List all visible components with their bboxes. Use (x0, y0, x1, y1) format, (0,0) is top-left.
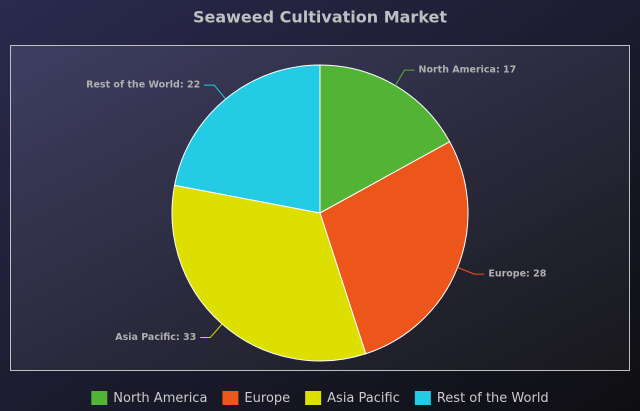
pie: North America: 17 Europe: 28 Asia Pacific:… (86, 64, 547, 362)
legend-item: Asia Pacific (305, 391, 400, 406)
legend-label: Asia Pacific (327, 391, 400, 406)
legend-swatch (414, 391, 431, 405)
connector (457, 267, 485, 275)
pie-slice (319, 141, 469, 355)
data-label: Rest of the World: 22 (86, 80, 200, 91)
legend-label: Europe (244, 391, 290, 406)
data-label: Europe: 28 (488, 269, 546, 280)
legend-swatch (222, 391, 239, 405)
legend-item: North America (91, 391, 207, 406)
pie-slice (171, 184, 367, 362)
connector (204, 84, 227, 100)
pie-slice (319, 64, 451, 214)
legend-label: North America (113, 391, 207, 406)
legend: North America Europe Asia Pacific Rest of t… (91, 391, 549, 406)
connector (394, 69, 415, 86)
legend-swatch (305, 391, 322, 405)
legend-swatch (91, 391, 108, 405)
legend-item: Rest of the World (414, 391, 549, 406)
pie-slice (174, 64, 321, 214)
legend-item: Europe (222, 391, 290, 406)
legend-label: Rest of the World (437, 391, 549, 406)
chart-title: Seaweed Cultivation Market (193, 8, 447, 27)
data-label: North America: 17 (419, 65, 517, 76)
data-label: Asia Pacific: 33 (115, 332, 196, 343)
connector (200, 323, 223, 339)
